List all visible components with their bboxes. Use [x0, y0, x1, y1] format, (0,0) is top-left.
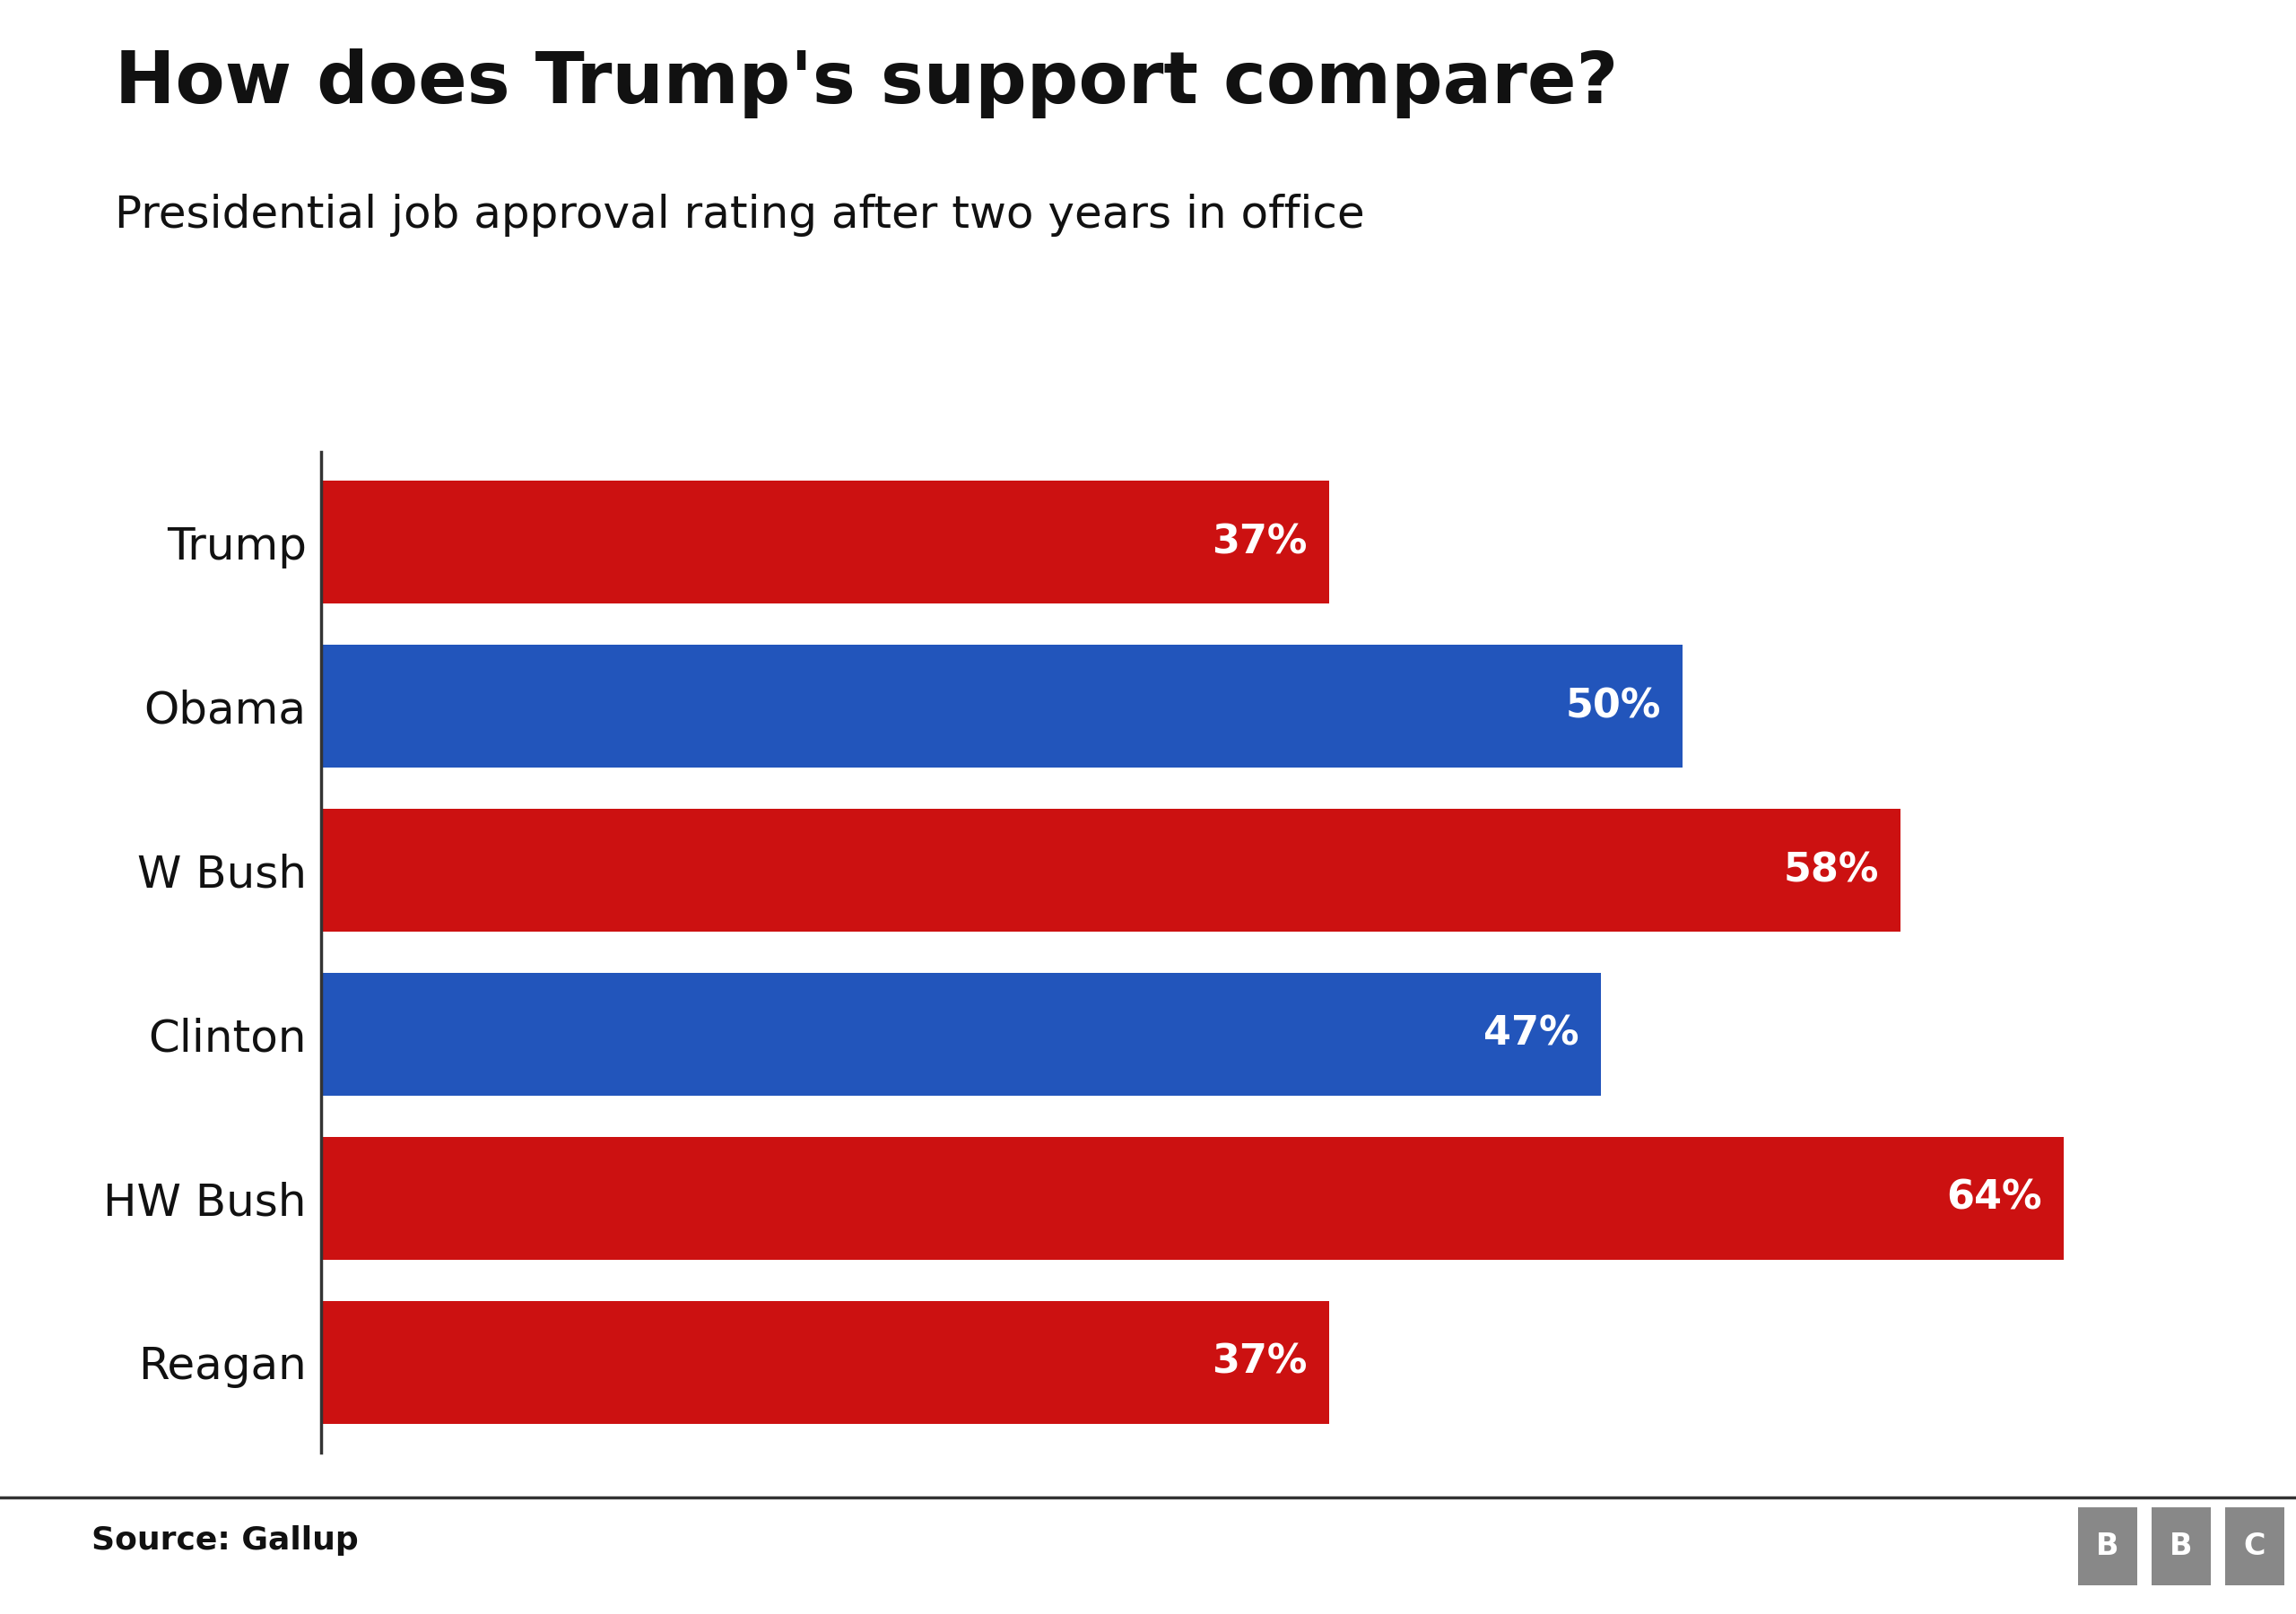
Bar [321, 1301, 1329, 1424]
Text: Presidential job approval rating after two years in office: Presidential job approval rating after t… [115, 194, 1364, 237]
Text: Source: Gallup: Source: Gallup [92, 1525, 358, 1556]
Bar [321, 809, 1901, 931]
Text: 64%: 64% [1947, 1180, 2041, 1217]
Text: 50%: 50% [1566, 688, 1660, 725]
Text: 37%: 37% [1212, 1343, 1306, 1382]
Bar [321, 1136, 2064, 1261]
Text: 37%: 37% [1212, 523, 1306, 562]
Text: C: C [2243, 1532, 2266, 1561]
Text: 58%: 58% [1784, 851, 1878, 889]
Text: B: B [2170, 1532, 2193, 1561]
Text: B: B [2096, 1532, 2119, 1561]
Bar [321, 644, 1683, 768]
Text: How does Trump's support compare?: How does Trump's support compare? [115, 48, 1619, 118]
Bar [321, 481, 1329, 604]
Bar [321, 973, 1600, 1096]
Text: 47%: 47% [1483, 1015, 1580, 1054]
